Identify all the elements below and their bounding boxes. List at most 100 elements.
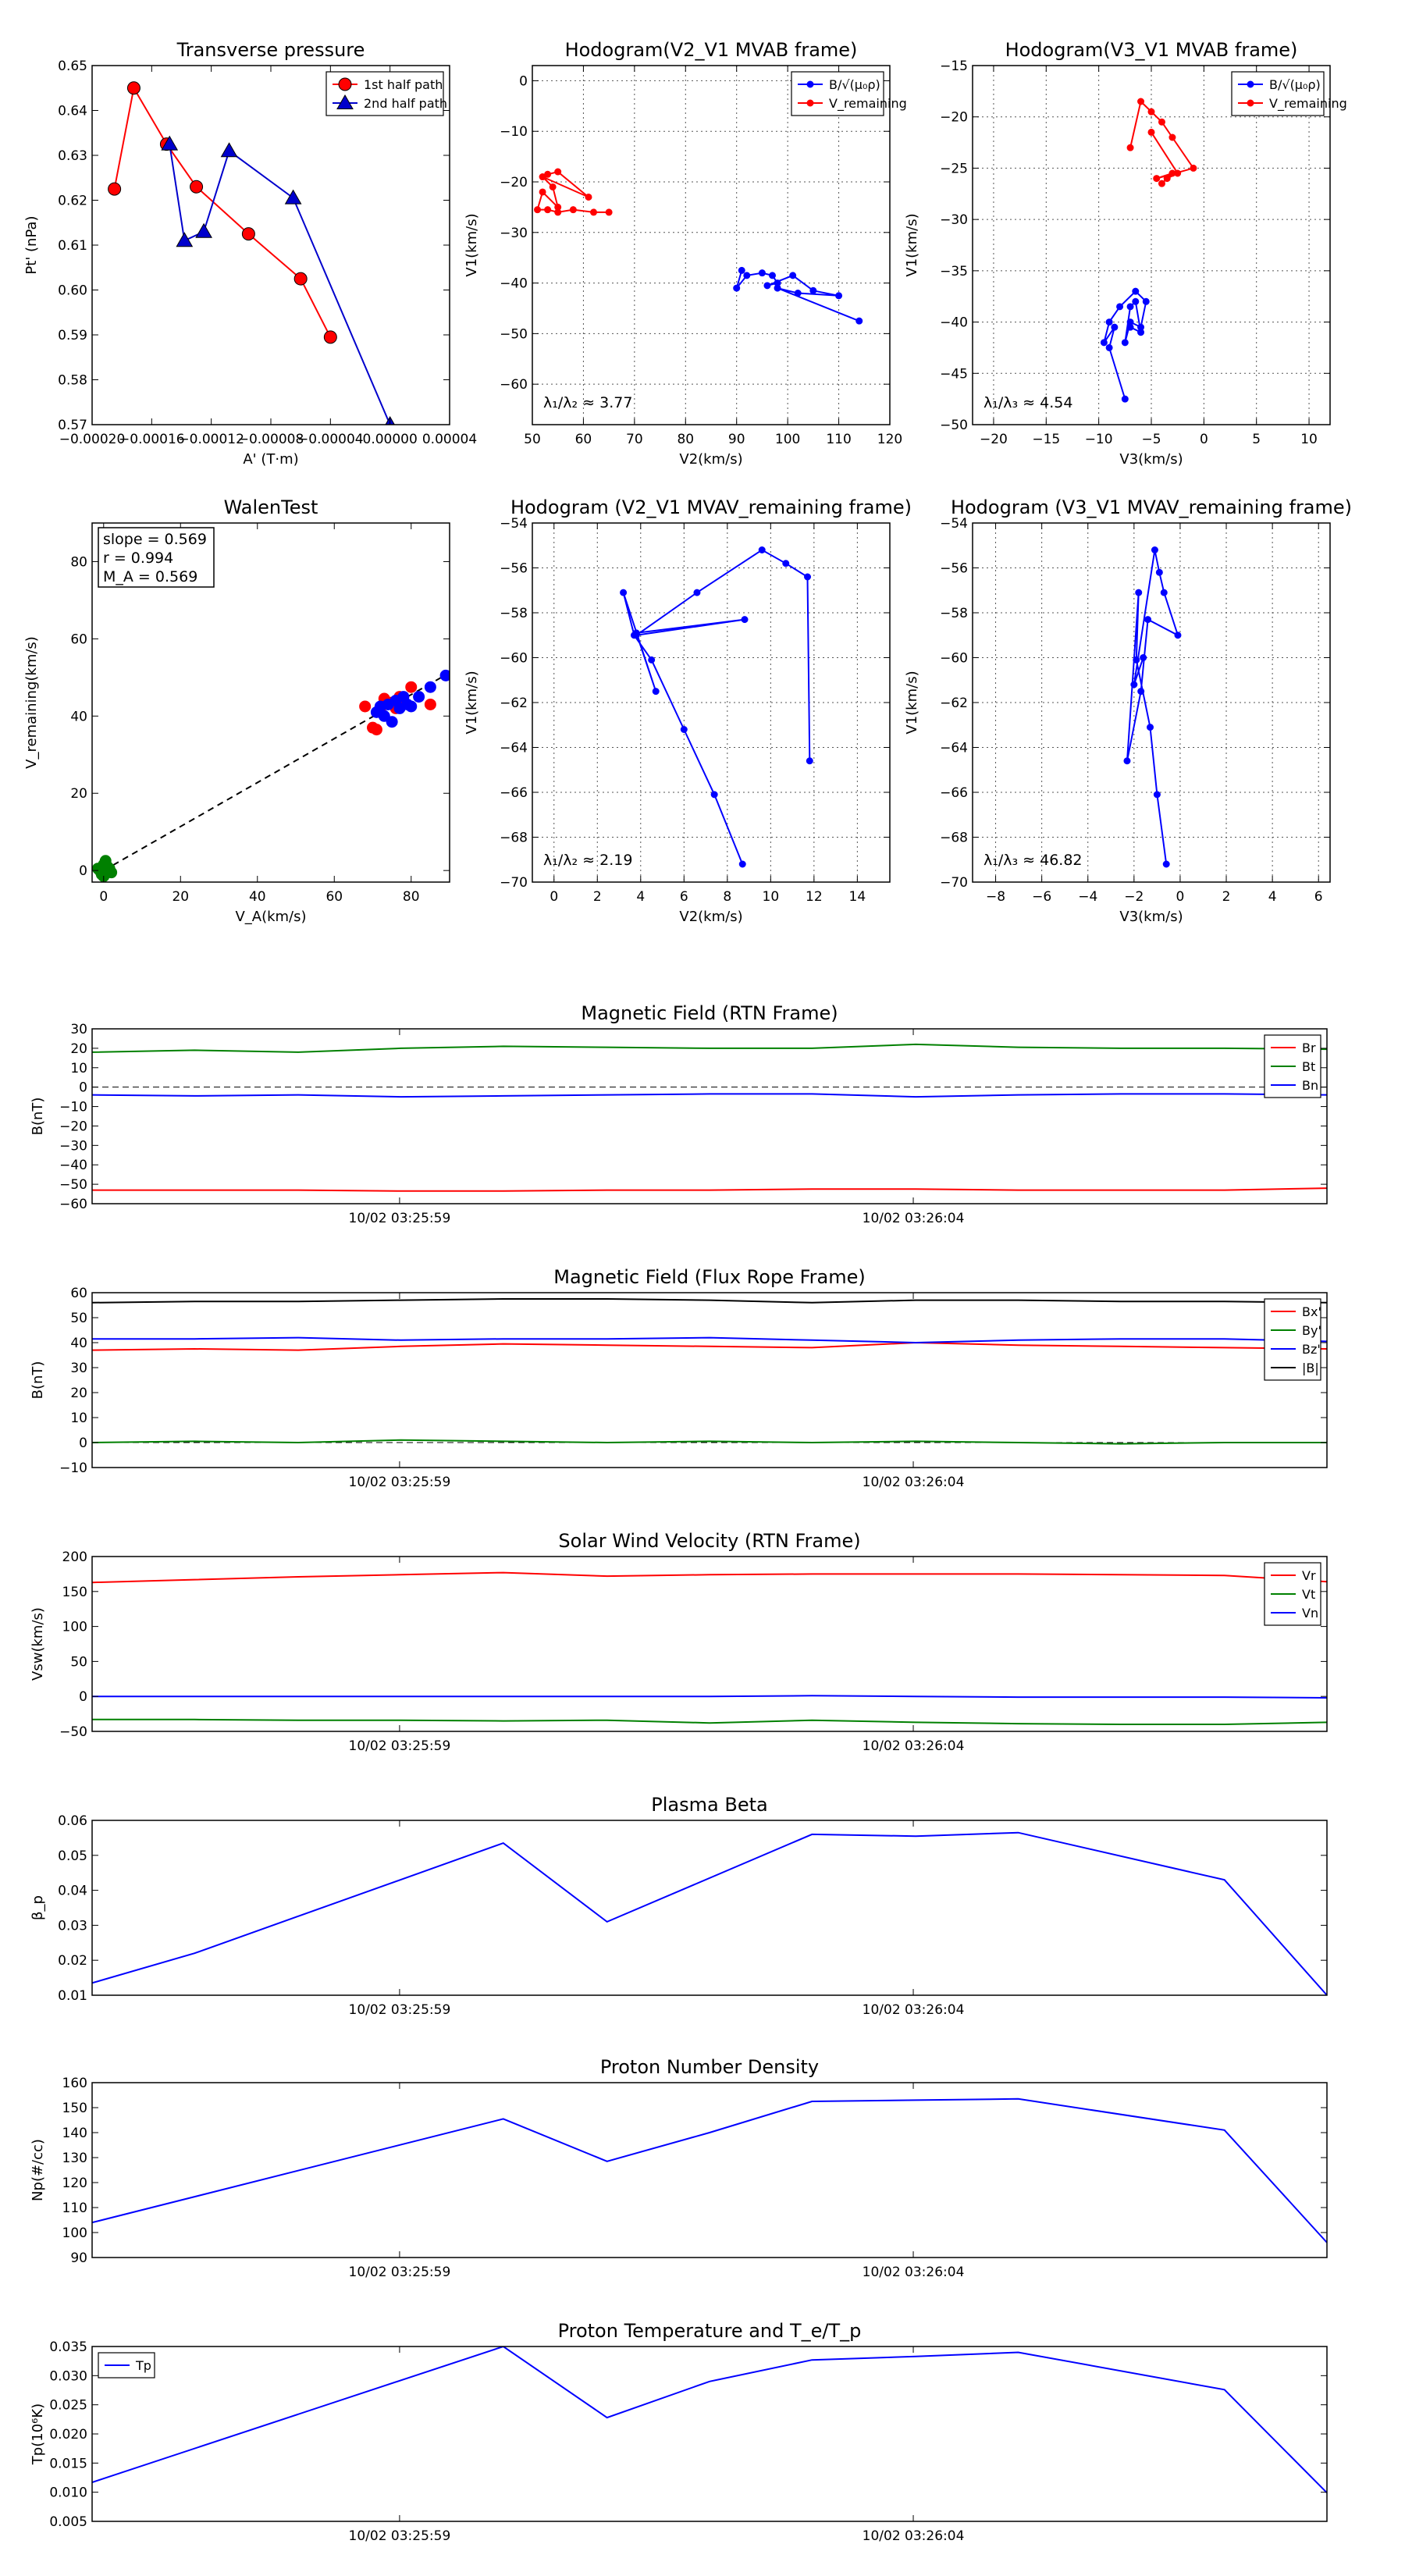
- x-tick-label: 10/02 03:26:04: [863, 1738, 965, 1754]
- chart-title: Hodogram(V3_V1 MVAB frame): [1005, 39, 1298, 61]
- stats-line: M_A = 0.569: [103, 568, 197, 585]
- y-tick-label: −66: [940, 785, 968, 801]
- x-axis-label: V3(km/s): [1119, 909, 1183, 925]
- data-point: [585, 193, 592, 201]
- data-point: [293, 272, 308, 286]
- axes-frame: [91, 1028, 1328, 1204]
- x-tick-label: 0: [550, 889, 558, 905]
- y-tick-label: 0.61: [58, 238, 87, 254]
- x-tick-label: −20: [980, 432, 1008, 447]
- scatter-point: [370, 724, 382, 736]
- y-tick-label: −58: [500, 606, 528, 621]
- chart-p8: Magnetic Field (Flux Rope Frame) 10/02 03…: [30, 1266, 1328, 1490]
- x-tick-label: 2: [1222, 889, 1231, 905]
- x-tick-label: 10/02 03:26:04: [863, 1475, 965, 1490]
- legend: Br Bt Bn: [1264, 1034, 1321, 1098]
- x-tick-label: 10: [763, 889, 780, 905]
- legend: Vr Vt Vn: [1264, 1562, 1321, 1626]
- y-axis-label: β_p: [30, 1895, 46, 1920]
- x-tick-label: 110: [826, 432, 851, 447]
- y-tick-label: −70: [500, 875, 528, 891]
- legend: Bx' By' Bz' |B|: [1264, 1298, 1321, 1381]
- series-line-bz-: [92, 1336, 1327, 1344]
- y-tick-label: −62: [500, 696, 528, 711]
- chart-title: Hodogram (V2_V1 MVAV_remaining frame): [510, 496, 912, 518]
- chart-title: Hodogram(V2_V1 MVAB frame): [565, 39, 858, 61]
- x-tick-label: 10/02 03:26:04: [863, 1211, 965, 1226]
- legend-label: Vr: [1302, 1568, 1316, 1583]
- y-tick-label: 0.030: [49, 2368, 87, 2384]
- data-point: [241, 227, 255, 241]
- chart-p4: WalenTest 0 20 40 60 80 0 20 40 60 80 V_A(km/s) V_re…: [23, 496, 450, 925]
- legend-label: B/√(μ₀ρ): [1269, 77, 1321, 92]
- x-tick-label: 5: [1252, 432, 1261, 447]
- data-point: [1160, 589, 1168, 596]
- x-tick-label: 70: [626, 432, 643, 447]
- legend: 1st half path 2nd half path: [325, 71, 447, 116]
- x-tick-label: 50: [524, 432, 541, 447]
- data-point: [794, 290, 802, 297]
- y-tick-label: −40: [500, 276, 528, 292]
- y-tick-label: −10: [59, 1100, 87, 1115]
- data-point: [1151, 546, 1158, 553]
- x-tick-label: −0.00016: [119, 432, 185, 447]
- x-tick-label: −0.00008: [238, 432, 304, 447]
- x-tick-label: 6: [680, 889, 688, 905]
- x-tick-label: 0.00000: [363, 432, 418, 447]
- legend: Tp: [98, 2352, 155, 2379]
- eigenvalue-ratio-label: λ₁/λ₂ ≈ 3.77: [543, 394, 632, 411]
- y-tick-label: 0.005: [49, 2514, 87, 2530]
- series-line-bn: [92, 1093, 1327, 1098]
- stats-line: r = 0.994: [103, 550, 173, 567]
- axes-frame: [91, 1820, 1328, 1996]
- y-tick-label: 0.57: [58, 418, 87, 433]
- data-point: [549, 183, 557, 190]
- y-tick-label: 100: [62, 2226, 87, 2241]
- axes-frame: [91, 1292, 1328, 1468]
- data-point: [554, 208, 562, 216]
- data-point: [1174, 169, 1182, 177]
- series-line-2nd-half-path: [169, 144, 391, 425]
- y-tick-label: 20: [70, 1386, 87, 1401]
- y-tick-label: 160: [62, 2076, 87, 2091]
- x-tick-label: −8: [986, 889, 1005, 905]
- data-point: [743, 272, 751, 279]
- y-tick-label: 150: [62, 2101, 87, 2116]
- data-point: [544, 206, 552, 214]
- data-point: [738, 860, 746, 868]
- scatter-point: [405, 700, 418, 713]
- y-axis-label: Pt' (nPa): [23, 215, 40, 274]
- data-point: [648, 656, 656, 664]
- x-axis-label: V2(km/s): [679, 451, 742, 468]
- x-tick-label: −15: [1032, 432, 1060, 447]
- x-tick-label: 10/02 03:25:59: [349, 1475, 451, 1490]
- chart-p11: Proton Number Density 10/02 03:25:59 10/02…: [30, 2056, 1328, 2280]
- legend-marker: [336, 94, 354, 109]
- y-axis-label: V1(km/s): [464, 213, 480, 276]
- scatter-point: [359, 700, 372, 713]
- series-line-tp: [92, 2347, 1327, 2494]
- scatter-point: [386, 716, 398, 728]
- legend-marker: [338, 77, 352, 91]
- y-tick-label: −60: [940, 651, 968, 667]
- legend-label: V_remaining: [829, 96, 907, 112]
- data-point: [1168, 133, 1176, 141]
- y-axis-label: Vsw(km/s): [30, 1607, 46, 1681]
- data-point: [1158, 118, 1165, 126]
- data-point: [1142, 297, 1150, 305]
- legend-label: V_remaining: [1269, 96, 1347, 112]
- legend-label: |B|: [1302, 1361, 1319, 1375]
- x-axis-label: V2(km/s): [679, 909, 742, 925]
- data-point: [1121, 395, 1129, 403]
- x-tick-label: 14: [849, 889, 866, 905]
- series-line-bx-: [92, 1341, 1327, 1351]
- x-tick-label: 10/02 03:25:59: [349, 2528, 451, 2544]
- legend-label: Bn: [1302, 1078, 1318, 1093]
- y-axis-label: B(nT): [30, 1361, 46, 1400]
- y-tick-label: 150: [62, 1585, 87, 1600]
- y-tick-label: 0.025: [49, 2398, 87, 2414]
- series-line-bt: [92, 1043, 1327, 1053]
- y-tick-label: −30: [940, 212, 968, 228]
- y-tick-label: 60: [70, 1286, 87, 1301]
- x-tick-label: 40: [249, 889, 266, 905]
